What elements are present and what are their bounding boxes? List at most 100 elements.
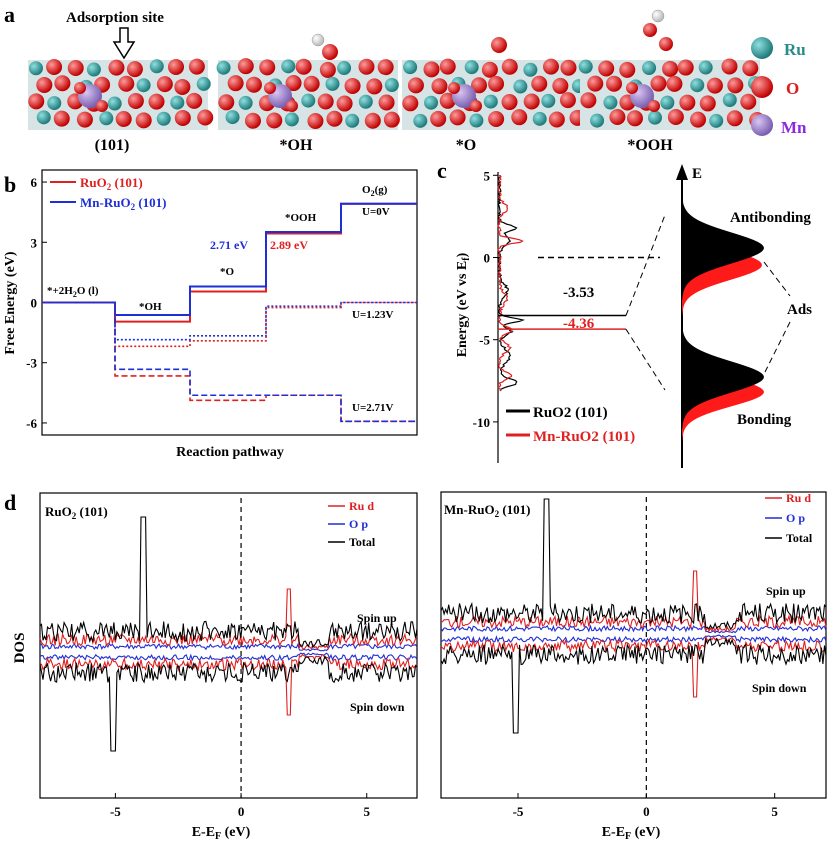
o-atom — [501, 58, 518, 75]
o-atom — [148, 93, 165, 110]
ru-atom — [225, 110, 240, 125]
energy-axis-arrow-icon — [676, 164, 688, 180]
o-atom — [366, 78, 383, 95]
energy-path-ruo2 — [42, 301, 417, 348]
potential-label-123v: U=1.23V — [352, 309, 393, 321]
total-dos-up — [39, 516, 418, 649]
ru-atom — [603, 95, 618, 110]
panel-b-ylabel: Free Energy (eV) — [3, 251, 18, 354]
legend-ru: Ru — [784, 40, 806, 59]
ru-atom — [523, 62, 538, 77]
schematic-bonding-label: Bonding — [737, 412, 792, 428]
o-atom — [439, 92, 456, 109]
d-band-center-ru: -3.53 — [563, 285, 594, 301]
o-atom — [336, 95, 353, 112]
o-atom — [303, 75, 320, 92]
step-label-0: *+2H2O (l) — [47, 285, 99, 299]
op-dos-up — [440, 624, 827, 634]
o-atom — [677, 59, 694, 76]
total-dos-down — [39, 655, 418, 752]
panel-a-structures — [28, 9, 766, 130]
panel-c-yaxis: -10 -5 0 5 — [473, 168, 499, 463]
o-atom — [648, 100, 660, 112]
connector-line — [625, 214, 666, 316]
c-y-tick-label: 5 — [484, 168, 491, 183]
o-atom — [285, 75, 302, 92]
o-atom — [523, 93, 540, 110]
d1-legend-op: O p — [349, 517, 368, 531]
o-atom — [186, 92, 203, 109]
o-atom — [643, 23, 657, 37]
d2-title: Mn-RuO2 (101) — [444, 502, 530, 519]
ru-atom — [216, 60, 231, 75]
o-atom — [322, 44, 338, 60]
x-tick-label: -5 — [513, 804, 524, 819]
slab-model — [402, 58, 586, 130]
adsorbates — [311, 9, 673, 60]
d1-legend-rud: Ru d — [349, 499, 374, 513]
structure-label-ooh: *OOH — [627, 137, 673, 154]
panel-b-legend: RuO2 (101) Mn-RuO2 (101) — [50, 175, 166, 212]
o-atom — [266, 112, 283, 129]
y-tick-label: 6 — [31, 175, 38, 190]
energy-path-ruo2 — [42, 202, 417, 323]
o-atom — [344, 77, 361, 94]
o-atom — [726, 110, 743, 127]
atom-legend: Ru O Mn — [751, 37, 807, 137]
o-atom — [264, 82, 276, 94]
o-atom — [218, 94, 235, 111]
ru-atom — [28, 61, 43, 76]
o-atom — [470, 100, 482, 112]
o-atom — [377, 59, 394, 76]
ru-atom — [99, 111, 114, 126]
ru-atom — [642, 61, 657, 76]
o-atom — [383, 111, 400, 128]
d2-legend-rud: Ru d — [786, 491, 811, 505]
slab-model — [28, 58, 214, 130]
plot-frame — [440, 491, 827, 799]
ru-atom — [36, 110, 51, 125]
ru-atom — [660, 95, 675, 110]
o-atom — [448, 82, 460, 94]
o-atom — [471, 77, 488, 94]
o-atom — [560, 59, 577, 76]
ru-atom — [107, 96, 122, 111]
o-atom — [245, 76, 262, 93]
ru-atom — [136, 78, 151, 93]
h-atom — [651, 9, 665, 23]
rud-dos-down — [39, 653, 418, 716]
o-atom — [156, 76, 173, 93]
panel-label-d: d — [4, 490, 16, 515]
rud-dos-up — [39, 588, 418, 651]
ru-atom — [196, 76, 211, 91]
ru-atom — [301, 93, 316, 108]
ru-atom — [424, 95, 439, 110]
ru-atom — [590, 113, 605, 128]
ru-atom — [541, 93, 556, 108]
c-y-tick-label: -5 — [479, 333, 490, 348]
o-atom — [53, 110, 70, 127]
rud-dos-down — [440, 634, 827, 698]
panel-b-energy-levels — [42, 202, 417, 423]
d1-legend-total: Total — [349, 535, 376, 549]
d1-legend: Ru d O p Total — [328, 499, 376, 549]
o-atom — [559, 92, 576, 109]
ru-atom — [86, 62, 101, 77]
o-atom — [28, 93, 45, 110]
panel-label-a: a — [4, 2, 15, 27]
connector-line — [625, 328, 666, 391]
d2-xlabel: E-EF (eV) — [602, 825, 661, 842]
panel-b-yaxis: -6 -3 0 3 6 — [26, 175, 47, 431]
x-tick-label: 0 — [643, 804, 650, 819]
ru-atom-icon — [751, 37, 773, 59]
mn-atom-icon — [751, 114, 773, 136]
o-atom — [626, 82, 638, 94]
legend-mnruo2-label: Mn-RuO2 (101) — [80, 195, 166, 212]
o-atom — [501, 94, 518, 111]
ru-atom — [532, 111, 547, 126]
x-tick-label: 5 — [771, 804, 778, 819]
op-dos-up — [39, 642, 418, 652]
antibonding-lobe-black — [682, 196, 764, 300]
d1-spin-down: Spin down — [350, 700, 405, 714]
adsorption-arrow-icon — [112, 27, 136, 60]
